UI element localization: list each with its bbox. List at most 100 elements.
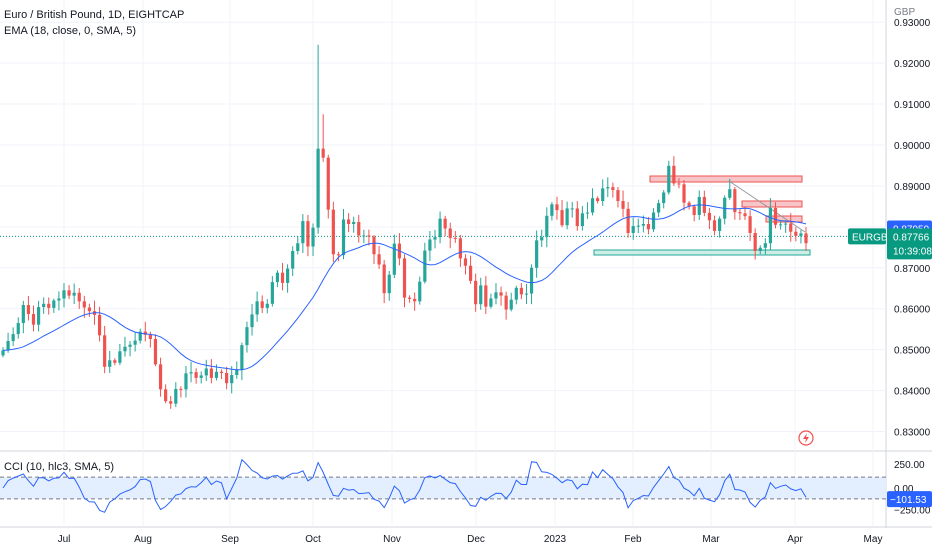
candle-body xyxy=(433,237,437,240)
candle-body xyxy=(677,183,681,185)
candle-body xyxy=(184,373,188,390)
time-axis-label: Nov xyxy=(383,534,401,545)
time-axis-label: Aug xyxy=(134,534,152,545)
candle-body xyxy=(758,247,762,251)
candle-body xyxy=(123,346,127,352)
candle-body xyxy=(387,274,391,294)
candle-body xyxy=(199,375,203,378)
support-zone xyxy=(593,249,811,256)
candle-body xyxy=(423,250,427,282)
candle-body xyxy=(362,235,366,237)
candle-body xyxy=(458,238,463,259)
candle-body xyxy=(372,236,376,255)
candle-body xyxy=(235,369,239,376)
candle-body xyxy=(270,282,274,304)
candle-body xyxy=(36,307,41,325)
candle-body xyxy=(535,240,539,268)
candle-body xyxy=(428,239,432,251)
price-tick-label: 0.91000 xyxy=(894,100,931,111)
candle-body xyxy=(489,298,493,307)
cci-tick-label: 0.00 xyxy=(894,484,914,495)
candle-body xyxy=(204,368,208,376)
candle-body xyxy=(392,243,396,275)
cci-legend: CCI (10, hlc3, SMA, 5) xyxy=(4,461,115,473)
candle-body xyxy=(748,216,752,233)
candle-body xyxy=(509,299,513,310)
candle-body xyxy=(402,258,407,298)
candle-body xyxy=(778,224,783,226)
price-tick-label: 0.86000 xyxy=(894,305,931,316)
candle-body xyxy=(773,208,778,225)
trend-line xyxy=(728,180,806,233)
candle-body xyxy=(575,208,579,227)
ema-legend: EMA (18, close, 0, SMA, 5) xyxy=(4,25,137,37)
candle-body xyxy=(692,206,696,215)
candle-body xyxy=(438,218,442,238)
candle-body xyxy=(733,189,737,213)
candle-body xyxy=(662,192,666,204)
candle-body xyxy=(72,292,76,296)
candle-body xyxy=(326,157,330,210)
candle-body xyxy=(57,298,61,301)
candle-body xyxy=(77,292,81,302)
price-tick-label: 0.92000 xyxy=(894,59,931,70)
candle-body xyxy=(209,368,213,378)
candle-body xyxy=(67,290,71,296)
candle-body xyxy=(590,198,595,213)
candle-body xyxy=(26,305,31,315)
price-tick-label: 0.84000 xyxy=(894,387,931,398)
last-price-text: 0.87766 xyxy=(893,232,930,243)
candle-body xyxy=(11,334,15,342)
candle-body xyxy=(443,218,447,229)
cci-tick-label: 250.00 xyxy=(894,460,925,471)
lightning-icon xyxy=(798,430,814,446)
candle-body xyxy=(118,351,122,363)
candle-body xyxy=(291,250,295,269)
candle-body xyxy=(158,364,163,390)
candle-body xyxy=(377,254,381,265)
candle-body xyxy=(616,190,620,202)
candle-body xyxy=(697,196,701,215)
candle-body xyxy=(453,237,457,239)
time-axis-label: Dec xyxy=(467,534,485,545)
resistance-zone xyxy=(649,175,803,183)
candle-body xyxy=(331,209,335,255)
time-axis-label: May xyxy=(864,534,883,545)
candle-body xyxy=(245,327,249,346)
time-axis-label: 2023 xyxy=(544,534,567,545)
candle-body xyxy=(687,202,691,207)
time-axis-label: Jul xyxy=(58,534,71,545)
resistance-zone xyxy=(741,200,803,208)
countdown-text: 10:39:08 xyxy=(893,246,932,257)
candle-body xyxy=(230,375,234,384)
candle-body xyxy=(143,331,147,335)
candle-body xyxy=(21,305,25,324)
candle-body xyxy=(306,221,310,247)
candle-body xyxy=(682,184,686,203)
currency-label: GBP xyxy=(894,7,915,18)
price-tick-label: 0.89000 xyxy=(894,182,931,193)
time-axis-label: Feb xyxy=(624,534,642,545)
candle-body xyxy=(804,233,808,244)
candle-body xyxy=(529,267,534,294)
candle-body xyxy=(316,148,320,228)
cci-value-text: −101.53 xyxy=(890,495,927,506)
candle-body xyxy=(499,292,503,296)
candle-body xyxy=(128,344,132,347)
candle-body xyxy=(784,223,788,225)
candle-body xyxy=(174,388,178,404)
symbol-tag-text: EURGBP xyxy=(852,232,895,243)
candle-body xyxy=(219,371,224,373)
price-tick-label: 0.87000 xyxy=(894,264,931,275)
time-axis-label: Oct xyxy=(305,534,321,545)
candle-body xyxy=(341,219,346,256)
candle-body xyxy=(1,350,5,356)
candle-body xyxy=(16,323,20,335)
candle-body xyxy=(255,301,259,315)
candle-body xyxy=(540,237,544,241)
price-pane xyxy=(0,0,886,450)
candle-body xyxy=(601,188,605,202)
candle-body xyxy=(514,287,518,300)
symbol-tag xyxy=(848,228,886,245)
